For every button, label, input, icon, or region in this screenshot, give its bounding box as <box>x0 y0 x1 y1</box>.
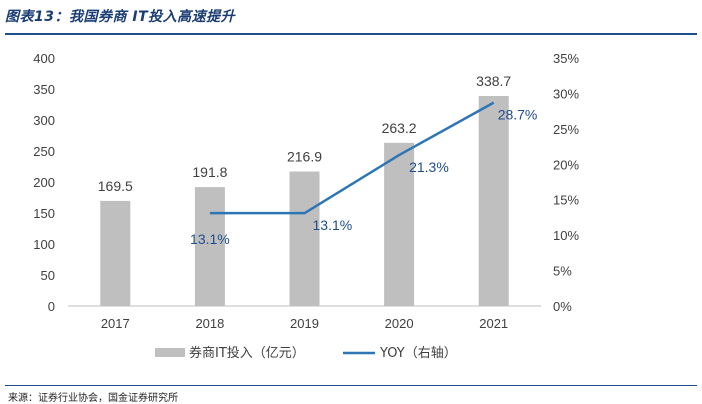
y2-tick-label: 35% <box>553 51 579 66</box>
footer-rule <box>5 385 697 386</box>
y-tick-label: 0 <box>48 299 55 314</box>
y-tick-label: 100 <box>33 237 55 252</box>
bar <box>100 200 131 306</box>
yoy-value-label: 21.3% <box>409 159 449 175</box>
bar <box>478 96 509 306</box>
x-tick-label: 2017 <box>101 316 130 331</box>
x-axis: 2017 2018 2019 2020 2021 <box>101 316 508 331</box>
x-tick-label: 2020 <box>385 316 414 331</box>
chart-title: 图表13：我国券商 IT投入高速提升 <box>5 9 236 25</box>
bar <box>194 187 225 306</box>
y2-tick-label: 0% <box>553 299 572 314</box>
left-axis: 0 50 100 150 200 250 300 350 400 <box>33 51 55 314</box>
bar-data-labels: 169.5 191.8 216.9 263.2 338.7 <box>98 73 512 194</box>
legend-swatch-bar <box>155 348 185 357</box>
line-series <box>209 101 495 215</box>
title-rule <box>5 33 697 35</box>
x-tick-label: 2018 <box>195 316 224 331</box>
y-tick-label: 250 <box>33 144 55 159</box>
right-axis: 0% 5% 10% 15% 20% 25% 30% 35% <box>553 51 579 314</box>
yoy-value-label: 28.7% <box>498 107 538 123</box>
y-tick-label: 200 <box>33 175 55 190</box>
y-tick-label: 150 <box>33 206 55 221</box>
y2-tick-label: 15% <box>553 193 579 208</box>
legend: 券商IT投入（亿元） YOY（右轴） <box>155 345 457 361</box>
line-data-labels: 13.1% 13.1% 21.3% 28.7% <box>190 107 537 248</box>
yoy-line <box>209 101 495 215</box>
x-tick-label: 2021 <box>479 316 508 331</box>
y2-tick-label: 10% <box>553 228 579 243</box>
y2-tick-label: 25% <box>553 122 579 137</box>
bar-value-label: 263.2 <box>382 120 417 136</box>
bar <box>384 142 415 306</box>
legend-label-line: YOY（右轴） <box>379 346 457 361</box>
bar-value-label: 216.9 <box>287 149 322 165</box>
bar <box>289 171 320 306</box>
y-tick-label: 400 <box>33 51 55 66</box>
x-tick-label: 2019 <box>290 316 319 331</box>
bar-series <box>100 96 509 306</box>
y2-tick-label: 30% <box>553 86 579 101</box>
y2-tick-label: 20% <box>553 157 579 172</box>
bar-value-label: 191.8 <box>192 164 227 180</box>
bar-value-label: 169.5 <box>98 178 133 194</box>
y-tick-label: 350 <box>33 82 55 97</box>
y-tick-label: 300 <box>33 113 55 128</box>
source-note: 来源：证券行业协会，国金证券研究所 <box>8 393 178 404</box>
y2-tick-label: 5% <box>553 264 572 279</box>
y-tick-label: 50 <box>41 268 55 283</box>
yoy-value-label: 13.1% <box>313 217 353 233</box>
yoy-value-label: 13.1% <box>190 231 230 247</box>
bar-value-label: 338.7 <box>476 73 511 89</box>
legend-label-bar: 券商IT投入（亿元） <box>189 345 305 361</box>
